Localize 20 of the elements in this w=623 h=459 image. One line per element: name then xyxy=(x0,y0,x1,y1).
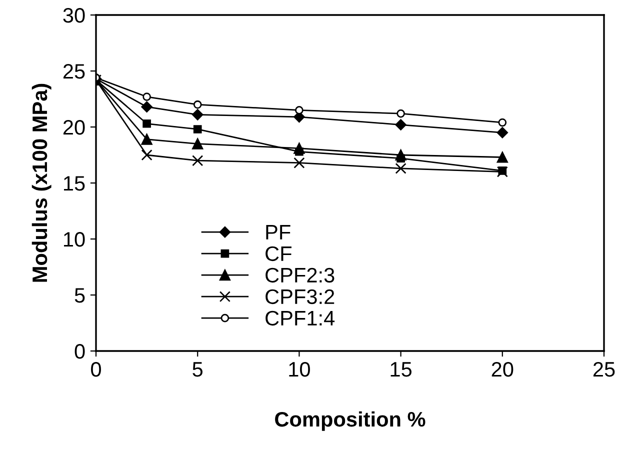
y-tick-label: 25 xyxy=(63,64,85,79)
x-tick-label: 20 xyxy=(492,362,514,377)
y-tick-label: 10 xyxy=(64,232,85,247)
y-tick-label: 20 xyxy=(63,120,85,135)
x-tick-label: 0 xyxy=(91,362,101,377)
x-tick-label: 5 xyxy=(192,362,203,377)
legend-label: CPF3:2 xyxy=(266,289,334,304)
legend-label: PF xyxy=(266,225,290,240)
x-tick-label: 25 xyxy=(593,362,615,377)
legend-label: CF xyxy=(266,246,292,262)
legend-label: CPF2:3 xyxy=(266,268,334,283)
y-tick-label: 15 xyxy=(64,176,85,191)
legend-label: CPF1:4 xyxy=(266,310,335,326)
y-tick-label: 0 xyxy=(74,344,85,359)
x-tick-label: 15 xyxy=(390,362,412,377)
y-tick-label: 30 xyxy=(63,8,85,23)
x-axis-title: Composition % xyxy=(275,411,426,431)
y-tick-label: 5 xyxy=(74,288,85,303)
x-tick-label: 10 xyxy=(289,362,310,377)
y-axis-title: Modulus (x100 MPa) xyxy=(32,84,52,282)
